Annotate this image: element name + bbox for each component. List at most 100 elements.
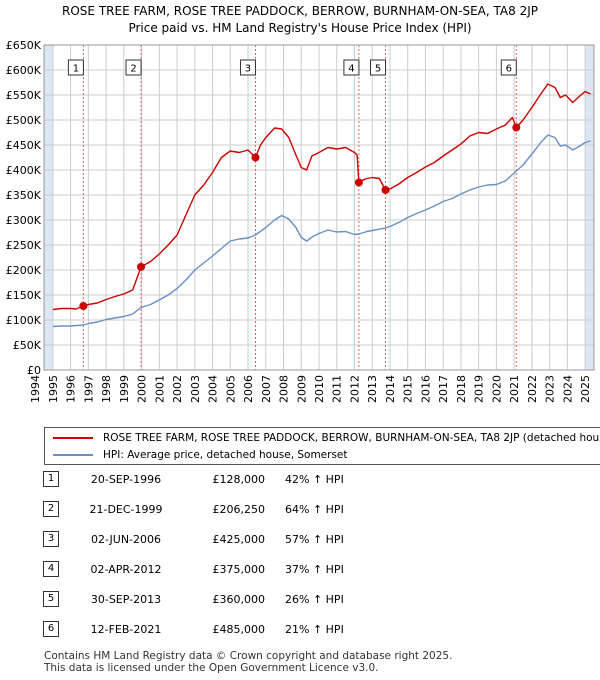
sale-label-text: 2 <box>130 64 136 75</box>
y-tick-label: £0 <box>27 364 41 377</box>
y-tick-label: £150K <box>6 289 42 302</box>
x-tick-label: 2011 <box>331 375 344 403</box>
sale-number-badge: 3 <box>43 531 59 547</box>
plot-border <box>43 44 595 371</box>
legend-item-property: ROSE TREE FARM, ROSE TREE PADDOCK, BERRO… <box>53 430 600 446</box>
x-tick-label: 1995 <box>47 375 60 403</box>
footer-line-2: This data is licensed under the Open Gov… <box>44 662 379 674</box>
sale-point <box>512 123 521 132</box>
x-tick-labels: 1994 1995 1996 1997 1998 1999 2000 2001 2002 2003… <box>29 375 592 403</box>
y-tick-label: £500K <box>6 114 42 127</box>
sale-number-badge: 4 <box>43 561 59 577</box>
sale-label-text: 4 <box>348 64 354 75</box>
sale-date: 21-DEC-1999 <box>89 503 163 516</box>
shaded-range <box>585 45 594 370</box>
x-tick-label: 2001 <box>153 375 166 403</box>
legend-label-hpi: HPI: Average price, detached house, Some… <box>103 449 348 461</box>
grid-lines <box>44 44 594 371</box>
x-tick-label: 2009 <box>295 375 308 403</box>
sale-number-badge: 2 <box>43 501 59 517</box>
sale-hpi-change: 57% ↑ HPI <box>285 533 344 546</box>
footer-line-1: Contains HM Land Registry data © Crown c… <box>44 650 453 662</box>
property-series-line <box>52 83 591 311</box>
title-line-2: Price paid vs. HM Land Registry's House … <box>128 21 472 35</box>
sale-row: 1 20-SEP-1996 £128,000 42% ↑ HPI <box>0 468 600 492</box>
chart-title: ROSE TREE FARM, ROSE TREE PADDOCK, BERRO… <box>0 3 600 37</box>
legend-swatch-property <box>53 437 93 439</box>
x-tick-label: 2015 <box>402 375 415 403</box>
x-tick-label: 2005 <box>224 375 237 403</box>
sale-date: 12-FEB-2021 <box>90 623 162 636</box>
y-tick-label: £200K <box>6 264 42 277</box>
sale-date: 30-SEP-2013 <box>90 593 162 606</box>
x-tick-label: 2010 <box>313 375 326 403</box>
sale-point <box>354 178 363 187</box>
sale-point <box>79 302 88 310</box>
sale-label-box <box>370 59 387 76</box>
sale-row: 3 02-JUN-2006 £425,000 57% ↑ HPI <box>0 528 600 552</box>
x-tick-label: 1997 <box>82 375 95 403</box>
sale-price: £360,000 <box>212 593 266 606</box>
sale-point <box>251 153 260 162</box>
legend-item-hpi: HPI: Average price, detached house, Some… <box>53 447 348 463</box>
y-tick-label: £650K <box>6 39 42 52</box>
sale-vertical-lines <box>82 45 517 370</box>
sale-date: 20-SEP-1996 <box>90 473 162 486</box>
sale-row: 2 21-DEC-1999 £206,250 64% ↑ HPI <box>0 498 600 522</box>
x-tick-label: 2016 <box>419 375 432 403</box>
y-tick-label: £100K <box>6 314 42 327</box>
sale-number-badge: 6 <box>43 621 59 637</box>
sale-number-badge: 1 <box>43 471 59 487</box>
sale-hpi-change: 37% ↑ HPI <box>285 563 344 576</box>
legend-label-property: ROSE TREE FARM, ROSE TREE PADDOCK, BERRO… <box>103 432 600 444</box>
sale-hpi-change: 64% ↑ HPI <box>285 503 344 516</box>
x-tick-label: 2019 <box>473 375 486 403</box>
price-chart: 1 2 3 4 5 6 £0 £50K £100K £150K £200K £250K £300K £3… <box>6 39 595 403</box>
sale-point <box>381 186 390 194</box>
x-tick-label: 2022 <box>526 375 539 403</box>
y-tick-label: £400K <box>6 164 42 177</box>
x-tick-label: 1996 <box>65 375 78 403</box>
y-tick-labels: £0 £50K £100K £150K £200K £250K £300K £350K £400… <box>6 39 42 377</box>
y-tick-label: £50K <box>13 339 42 352</box>
x-tick-label: 2023 <box>544 375 557 403</box>
x-tick-label: 1998 <box>100 375 113 403</box>
title-line-1: ROSE TREE FARM, ROSE TREE PADDOCK, BERRO… <box>62 4 538 18</box>
sale-row: 6 12-FEB-2021 £485,000 21% ↑ HPI <box>0 618 600 642</box>
sale-label-text: 5 <box>375 64 381 75</box>
sale-row: 4 02-APR-2012 £375,000 37% ↑ HPI <box>0 558 600 582</box>
shaded-range <box>44 45 53 370</box>
sale-label-box <box>125 59 142 76</box>
x-tick-label: 2008 <box>278 375 291 403</box>
x-tick-label: 2013 <box>366 375 379 403</box>
sale-price: £206,250 <box>212 503 266 516</box>
x-tick-label: 2017 <box>437 375 450 403</box>
sale-date: 02-APR-2012 <box>90 563 162 576</box>
x-tick-label: 2003 <box>189 375 202 403</box>
shaded-ranges <box>44 45 594 370</box>
x-tick-label: 2012 <box>348 375 361 403</box>
sale-label-box <box>500 59 517 76</box>
sale-price: £375,000 <box>212 563 266 576</box>
y-tick-label: £550K <box>6 89 42 102</box>
sale-point <box>137 262 146 271</box>
x-tick-label: 2018 <box>455 375 468 403</box>
sale-price: £425,000 <box>212 533 266 546</box>
x-tick-label: 2002 <box>171 375 184 403</box>
x-tick-label: 1999 <box>118 375 131 403</box>
sale-label-box <box>67 59 84 76</box>
sale-label-box <box>239 59 256 76</box>
sale-price: £128,000 <box>212 473 266 486</box>
x-tick-label: 2024 <box>561 375 574 403</box>
sale-label-text: 3 <box>245 64 251 75</box>
sale-date: 02-JUN-2006 <box>90 533 162 546</box>
sale-hpi-change: 26% ↑ HPI <box>285 593 344 606</box>
sale-markers: 1 2 3 4 5 6 <box>67 59 521 310</box>
x-tick-label: 2000 <box>136 375 149 403</box>
series-lines <box>52 83 591 328</box>
x-tick-label: 2021 <box>508 375 521 403</box>
sale-row: 5 30-SEP-2013 £360,000 26% ↑ HPI <box>0 588 600 612</box>
footer-attribution: Contains HM Land Registry data © Crown c… <box>44 650 594 674</box>
x-tick-label: 2020 <box>490 375 503 403</box>
x-tick-label: 2006 <box>242 375 255 403</box>
